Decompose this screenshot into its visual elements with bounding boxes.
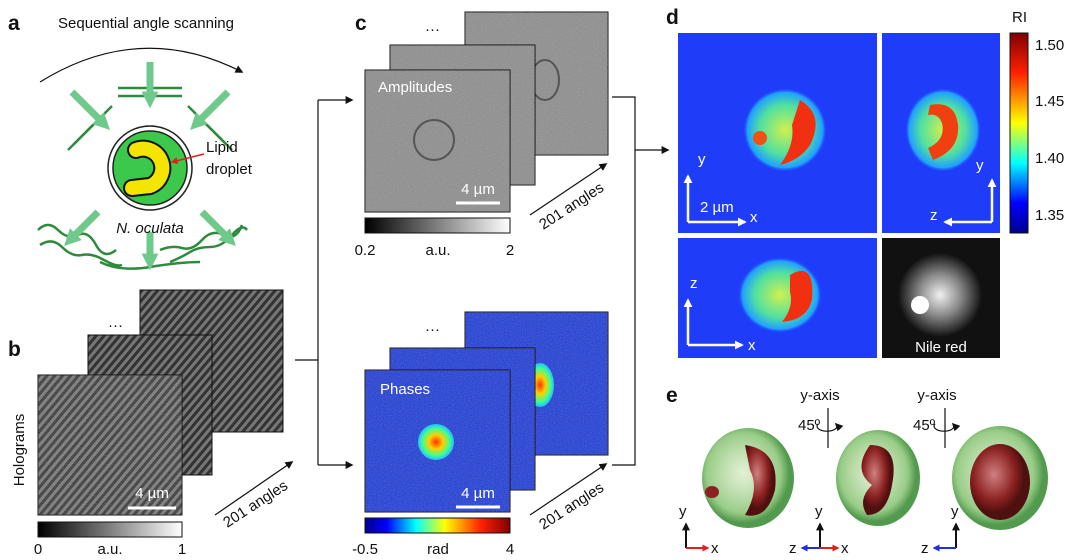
rotation-symbol-part (934, 424, 954, 431)
annotation: droplet (206, 161, 253, 178)
annotation: Lipid (206, 139, 238, 156)
scan-arc (40, 48, 242, 82)
colorbar (38, 522, 182, 537)
ri-slices-part (898, 253, 982, 337)
colorbar-tick: 1.45 (1035, 93, 1064, 110)
orientation-axes (686, 524, 956, 548)
axis-label: x (748, 337, 756, 354)
colorbar-unit: a.u. (97, 541, 122, 558)
ellipsis: ··· (108, 317, 123, 334)
ellipsis: ··· (425, 321, 440, 338)
phase-stack-part (418, 424, 454, 460)
colorbar-tick: 1.40 (1035, 150, 1064, 167)
axis-label: x (841, 540, 849, 557)
phase-stack (365, 312, 608, 512)
colorbar-min: -0.5 (352, 541, 378, 558)
ellipsis: ··· (425, 21, 440, 38)
panel-label: d (666, 6, 679, 29)
scale-bar-label: 4 µm (461, 181, 495, 198)
panel-label: c (355, 12, 367, 35)
connector (612, 97, 635, 465)
rotation-angle: 45º (913, 417, 936, 434)
colorbar-max: 4 (506, 541, 514, 558)
scale-bar-label: 4 µm (461, 485, 495, 502)
colorbar-min: 0.2 (355, 242, 376, 259)
ri-slices-part (753, 131, 767, 145)
rotation-axis: y-axis (800, 387, 839, 404)
beam-arrows-part (70, 212, 98, 240)
3d-renderings-part (970, 444, 1030, 520)
axis-label: z (921, 540, 929, 557)
scale-bar-label: 4 µm (135, 485, 169, 502)
image-title: Phases (380, 381, 430, 398)
panel-label: b (8, 338, 21, 361)
hologram-stack (38, 290, 283, 515)
axis-label: y (815, 503, 823, 520)
axis-label: y (679, 503, 687, 520)
axis-label: x (711, 540, 719, 557)
beam-arrows-part (196, 92, 228, 124)
y-label: Holograms (11, 414, 28, 487)
beam-arrows-part (72, 92, 104, 124)
colorbar-title: RI (1012, 9, 1027, 26)
figure: a Sequential angle scanning Lipid drople… (0, 0, 1083, 560)
rotation-axis: y-axis (917, 387, 956, 404)
3d-renderings-part (705, 486, 719, 498)
ri-colorbar (1010, 33, 1028, 233)
colorbar-tick: 1.50 (1035, 37, 1064, 54)
axis-label: z (690, 275, 698, 292)
ri-slices-part (911, 296, 929, 314)
organism: N. oculata (116, 220, 184, 237)
panel-label: a (8, 12, 20, 35)
panel-label: e (666, 384, 678, 407)
axis-label: y (951, 503, 959, 520)
colorbar-min: 0 (34, 541, 42, 558)
colorbar-unit: a.u. (425, 242, 450, 259)
scale-bar-label: 2 µm (700, 199, 734, 216)
axis-label: z (930, 207, 938, 224)
fluorescence-label: Nile red (915, 339, 967, 356)
axis-label: x (750, 209, 758, 226)
axis-label: y (976, 157, 984, 174)
colorbar-max: 2 (506, 242, 514, 259)
3d-renderings (702, 426, 1048, 530)
axis-label: z (789, 540, 797, 557)
colorbar-tick: 1.35 (1035, 207, 1064, 224)
panel-title: Sequential angle scanning (58, 15, 234, 32)
colorbar (365, 518, 510, 533)
colorbar (365, 218, 510, 233)
image-title: Amplitudes (378, 79, 452, 96)
connector (295, 100, 318, 465)
colorbar-max: 1 (178, 541, 186, 558)
axis-label: y (698, 151, 706, 168)
colorbar-unit: rad (427, 541, 449, 558)
ri-slices (678, 33, 1000, 358)
